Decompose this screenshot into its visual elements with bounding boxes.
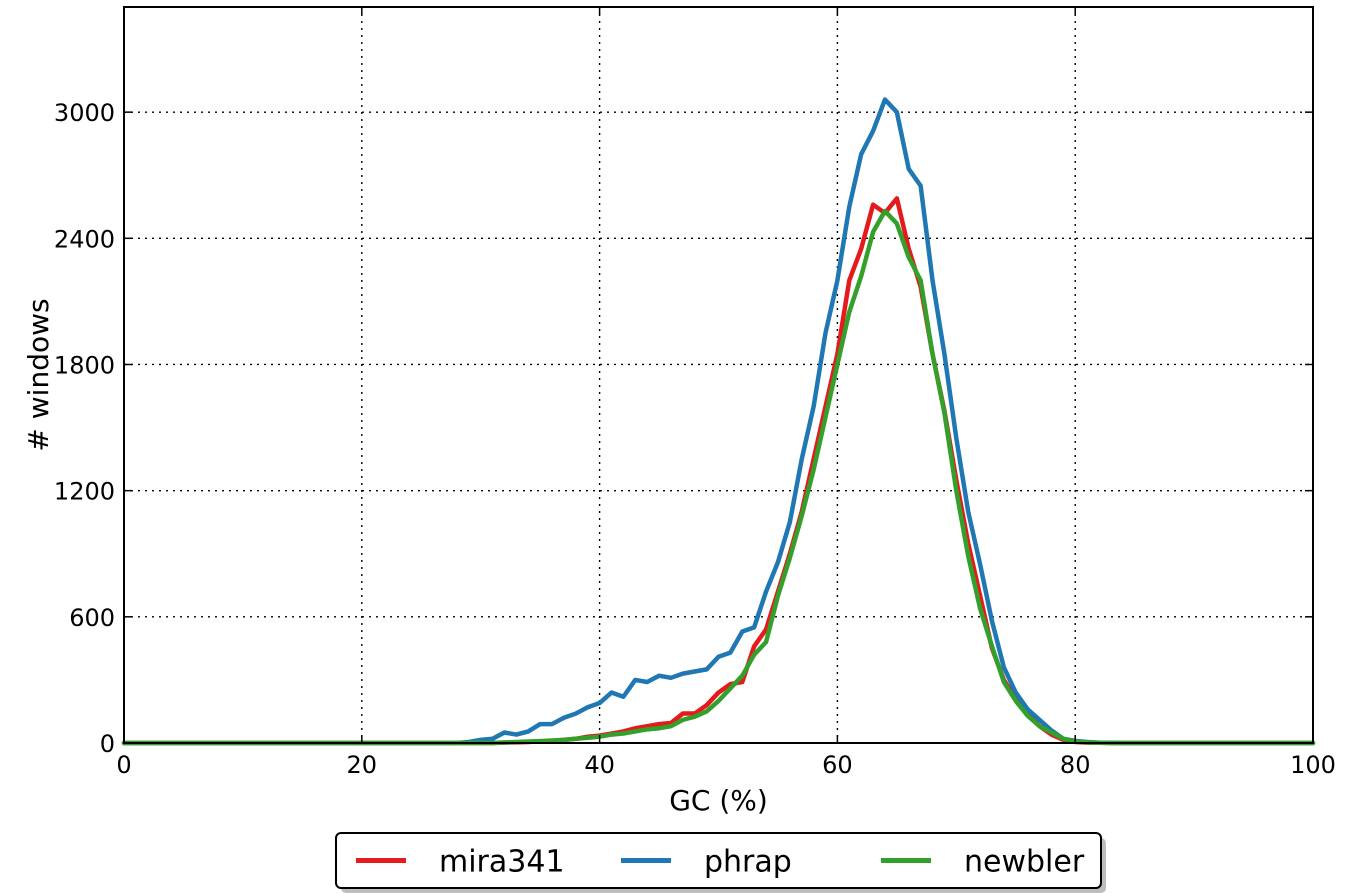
legend: mira341 phrap newbler bbox=[335, 832, 1106, 893]
x-tick-label: 80 bbox=[1060, 751, 1091, 779]
x-tick-label: 100 bbox=[1290, 751, 1336, 779]
legend-box bbox=[335, 832, 1102, 889]
series-line-phrap bbox=[121, 97, 1316, 746]
y-tick-label: 1200 bbox=[54, 478, 115, 506]
legend-label-newbler: newbler bbox=[964, 845, 1085, 880]
y-tick-label: 1800 bbox=[54, 351, 115, 379]
plot-area-frame bbox=[123, 6, 1314, 744]
y-tick-label: 0 bbox=[100, 730, 115, 758]
x-axis-label: GC (%) bbox=[669, 784, 768, 817]
legend-label-mira341: mira341 bbox=[439, 845, 565, 880]
tick-labels: 0 20 40 60 80 100 0 600 1200 1800 2400 3000 bbox=[54, 99, 1336, 779]
series-line-newbler bbox=[121, 208, 1316, 746]
y-tick-label: 2400 bbox=[54, 225, 115, 253]
y-tick-label: 600 bbox=[69, 604, 115, 632]
legend-label-phrap: phrap bbox=[704, 845, 792, 880]
axis-ticks bbox=[123, 7, 1314, 744]
x-tick-label: 40 bbox=[584, 751, 615, 779]
x-tick-label: 20 bbox=[347, 751, 378, 779]
x-tick-label: 60 bbox=[822, 751, 853, 779]
x-tick-label: 0 bbox=[116, 751, 131, 779]
series-line-mira341 bbox=[121, 196, 1316, 746]
series-lines bbox=[121, 97, 1316, 746]
y-axis-label: # windows bbox=[22, 298, 55, 451]
grid bbox=[123, 7, 1314, 744]
y-tick-label: 3000 bbox=[54, 99, 115, 127]
